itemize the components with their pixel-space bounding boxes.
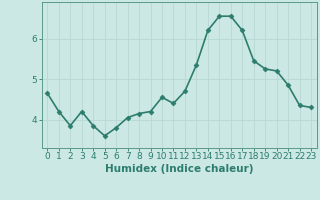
X-axis label: Humidex (Indice chaleur): Humidex (Indice chaleur)	[105, 164, 253, 174]
